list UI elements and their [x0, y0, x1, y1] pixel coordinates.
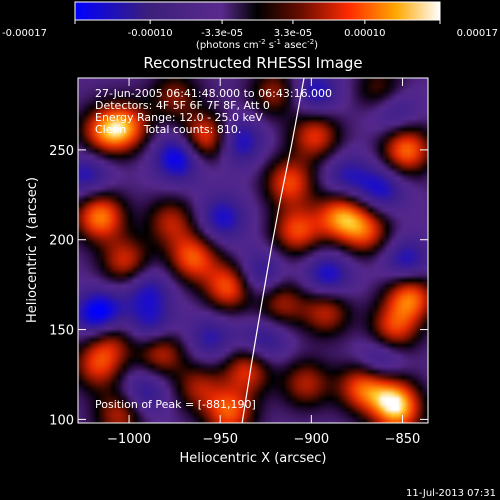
x-tick-label: −850 [385, 432, 421, 447]
colorbar-gradient [74, 1, 441, 21]
y-axis-label: Heliocentric Y (arcsec) [25, 177, 40, 323]
colorbar-units: (photons cm-2 s-1 asec-2) [196, 38, 318, 51]
y-tick-label: 150 [49, 324, 74, 339]
chart-title: Reconstructed RHESSI Image [143, 54, 362, 72]
colorbar-tick-label: 0.00017 [457, 28, 498, 39]
annotation-detectors: Detectors: 4F 5F 6F 7F 8F, Att 0 [95, 99, 270, 112]
y-tick-label: 100 [49, 413, 74, 428]
annotation-time-range: 27-Jun-2005 06:41:48.000 to 06:43:16.000 [95, 87, 332, 100]
plot-area: −1000 −950 −900 −850 100 150 200 250 [49, 77, 429, 447]
y-tick-label: 250 [49, 144, 74, 159]
colorbar-tick-label: -0.00017 [2, 28, 47, 39]
annotation-peak-position: Position of Peak = [-881,190] [95, 398, 256, 411]
solar-limb-curve [241, 78, 305, 423]
colorbar-tick-label: -3.3e-05 [201, 28, 243, 39]
x-tick-label: −950 [202, 432, 238, 447]
annotation-energy-range: Energy Range: 12.0 - 25.0 keV [95, 111, 263, 124]
plot-frame [77, 77, 429, 424]
x-axis-ticks: −1000 −950 −900 −850 [107, 78, 420, 447]
y-tick-label: 200 [49, 234, 74, 249]
colorbar-tick-label: 3.3e-05 [274, 28, 312, 39]
y-axis-ticks: 100 150 200 250 [49, 144, 428, 428]
heatmap-image [78, 78, 428, 423]
overlay-annotations: 27-Jun-2005 06:41:48.000 to 06:43:16.000… [95, 87, 332, 411]
annotation-clean-counts: Clean Total counts: 810. [95, 123, 241, 136]
colorbar-ticks: -0.00017 -0.00010 -3.3e-05 3.3e-05 0.00010 0.… [2, 20, 498, 39]
colorbar: -0.00017 -0.00010 -3.3e-05 3.3e-05 0.00010 0.… [2, 1, 498, 51]
footer-timestamp: 11-Jul-2013 07:31 [406, 488, 496, 499]
colorbar-tick-label: 0.00010 [344, 28, 385, 39]
x-tick-label: −900 [293, 432, 329, 447]
x-tick-label: −1000 [107, 432, 151, 447]
colorbar-tick-label: -0.00010 [128, 28, 173, 39]
x-axis-label: Heliocentric X (arcsec) [180, 451, 327, 466]
